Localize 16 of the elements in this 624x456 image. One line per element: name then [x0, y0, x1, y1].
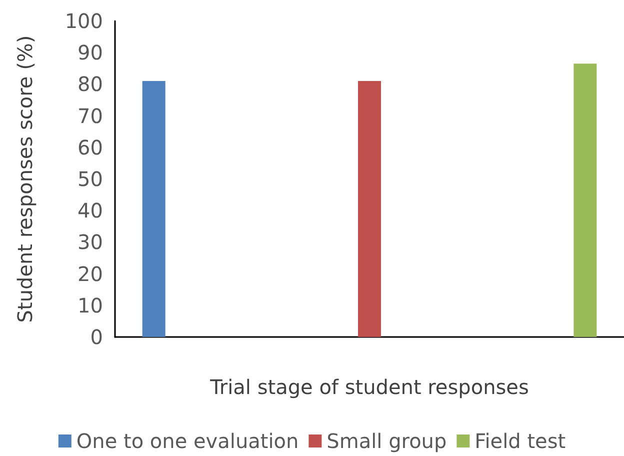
y-tick-label: 0 [90, 325, 103, 349]
y-axis-title: Student responses score (%) [13, 35, 37, 323]
y-tick-label: 20 [78, 262, 103, 286]
legend-label: Field test [474, 429, 566, 453]
y-tick-label: 60 [78, 135, 103, 160]
y-tick-label: 80 [78, 72, 103, 96]
y-tick-label: 10 [78, 293, 103, 318]
y-tick-label: 40 [78, 198, 103, 223]
y-tick-label: 70 [78, 104, 103, 128]
legend-label: Small group [326, 429, 447, 453]
y-tick-label: 90 [78, 40, 103, 65]
y-tick-label: 50 [78, 167, 103, 191]
y-tick-label: 100 [64, 9, 103, 33]
y-tick-label: 30 [78, 230, 103, 254]
legend-label: One to one evaluation [76, 429, 299, 453]
x-axis-title: Trial stage of student responses [209, 375, 529, 399]
